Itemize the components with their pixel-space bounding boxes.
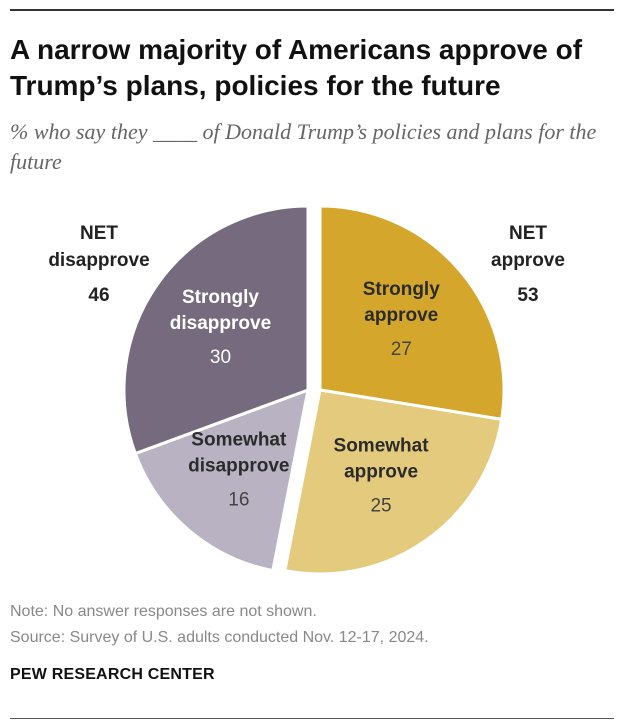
pie-chart: Strongly approve 27 Somewhat approve 25 Somewh… [48, 204, 565, 576]
chart-subtitle: % who say they ____ of Donald Trump’s po… [10, 119, 597, 174]
slice-label-line2: approve [364, 305, 438, 326]
pie-slice-strongly-disapprove [122, 204, 310, 456]
slice-label-line2: disapprove [170, 313, 271, 334]
slice-value: 27 [391, 339, 412, 360]
slice-label-line2: approve [344, 462, 418, 483]
slice-label-line2: disapprove [188, 455, 289, 476]
net-disapprove-value: 46 [88, 285, 109, 306]
chart-title: A narrow majority of Americans approve o… [10, 34, 583, 101]
top-rule [10, 9, 614, 11]
net-approve-value: 53 [517, 285, 538, 306]
slice-label-line1: Strongly [363, 279, 440, 300]
slice-label-line1: Somewhat [191, 429, 287, 450]
slice-value: 25 [370, 496, 391, 517]
pie-slice-labels: Strongly approve 27 Somewhat approve 25 Somewh… [170, 279, 440, 517]
pie-slice-somewhat-approve [283, 388, 504, 576]
note-text: Note: No answer responses are not shown. [10, 603, 317, 620]
slice-value: 30 [210, 347, 231, 368]
brand-name: PEW RESEARCH CENTER [10, 666, 215, 683]
pie-slice-somewhat-disapprove [133, 387, 310, 573]
bottom-rule [10, 718, 614, 719]
net-disapprove-label: NET disapprove 46 [48, 223, 149, 306]
slice-label-line1: Somewhat [334, 436, 430, 457]
slice-value: 16 [228, 489, 249, 510]
net-disapprove-line2: disapprove [48, 250, 149, 271]
net-approve-line1: NET [509, 223, 547, 244]
footer-notes: Note: No answer responses are not shown.… [10, 599, 429, 651]
net-approve-label: NET approve 53 [491, 223, 565, 306]
slice-label-line1: Strongly [182, 287, 259, 308]
source-text: Source: Survey of U.S. adults conducted … [10, 629, 429, 646]
net-disapprove-line1: NET [80, 223, 118, 244]
pie-slice-strongly-approve [318, 204, 506, 422]
pie-slices [122, 204, 506, 576]
net-approve-line2: approve [491, 250, 565, 271]
